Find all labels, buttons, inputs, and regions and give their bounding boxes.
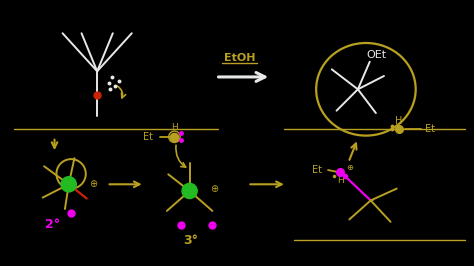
- Text: 2°: 2°: [45, 218, 60, 231]
- Text: EtOH: EtOH: [224, 53, 255, 63]
- Text: ⊕: ⊕: [210, 184, 219, 194]
- Circle shape: [182, 183, 197, 198]
- Text: H: H: [395, 116, 403, 126]
- Text: ⊕: ⊕: [346, 163, 353, 172]
- Text: OEt: OEt: [367, 50, 387, 60]
- Text: Et: Et: [425, 124, 436, 134]
- Text: H: H: [337, 176, 344, 185]
- Text: H: H: [171, 123, 178, 132]
- Text: 3°: 3°: [183, 234, 198, 247]
- Text: Et: Et: [311, 165, 322, 175]
- Circle shape: [61, 177, 76, 192]
- Text: Et: Et: [143, 132, 153, 142]
- Text: ⊕: ⊕: [89, 179, 98, 189]
